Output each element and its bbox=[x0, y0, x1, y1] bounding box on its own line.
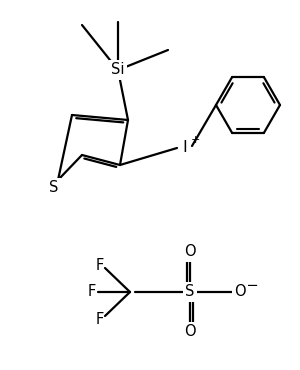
Text: −: − bbox=[246, 279, 258, 293]
Text: Si: Si bbox=[111, 63, 125, 77]
Text: F: F bbox=[88, 285, 96, 299]
Text: +: + bbox=[190, 135, 200, 145]
Text: O: O bbox=[234, 285, 246, 299]
Text: O: O bbox=[184, 324, 196, 340]
Text: F: F bbox=[96, 258, 104, 272]
Text: F: F bbox=[96, 312, 104, 326]
Text: I: I bbox=[183, 141, 188, 155]
Text: S: S bbox=[185, 285, 195, 299]
Text: O: O bbox=[184, 245, 196, 259]
Text: S: S bbox=[49, 181, 59, 195]
